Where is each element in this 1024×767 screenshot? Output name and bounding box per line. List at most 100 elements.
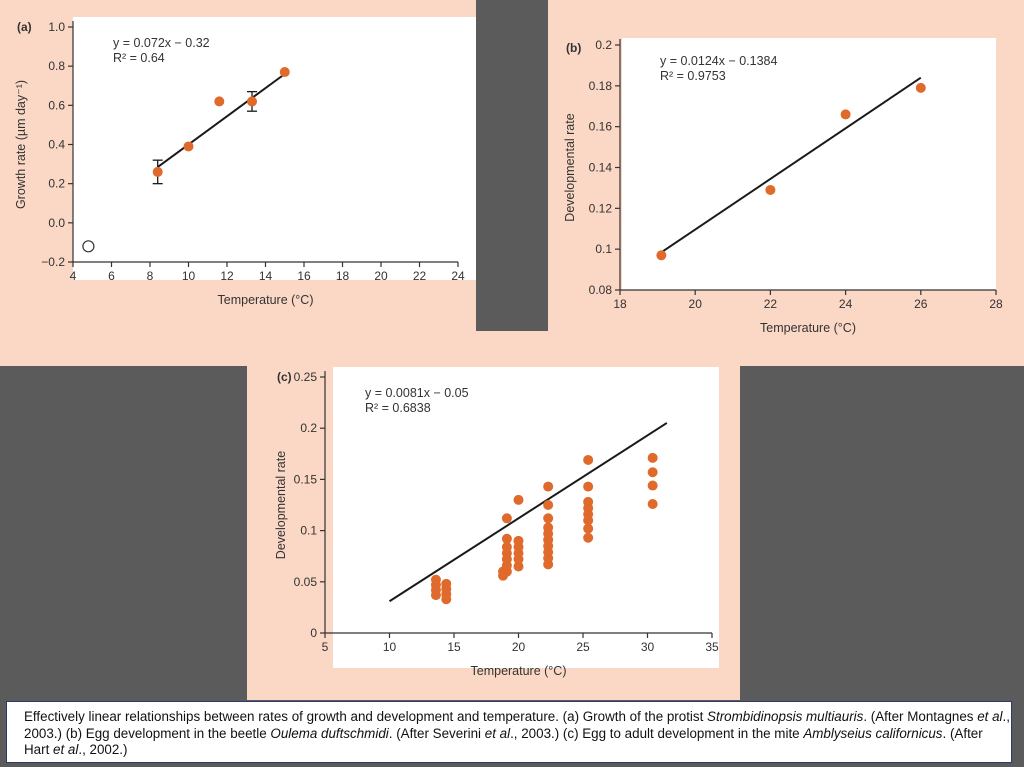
chart-c-data-point [543, 481, 554, 492]
chart-a-y-tick-label: 0.2 [48, 177, 65, 191]
chart-a-x-tick-label: 16 [297, 269, 311, 283]
chart-c-x-axis-title: Temperature (°C) [471, 664, 567, 678]
chart-a-x-tick-label: 14 [259, 269, 273, 283]
chart-c-y-tick-label: 0.25 [294, 370, 318, 384]
caption-segment: Amblyseius californicus [803, 725, 943, 741]
chart-c-y-tick-label: 0.15 [294, 472, 318, 486]
chart-c-plot-area [333, 367, 719, 668]
chart-a-panel-label: (a) [17, 20, 32, 34]
chart-c-data-point [647, 452, 658, 463]
chart-b-plot-area [622, 38, 996, 290]
chart-c-data-point [501, 513, 512, 524]
chart-a-data-point [247, 96, 258, 107]
chart-a-y-axis-title: Growth rate (µm day⁻¹) [14, 80, 28, 209]
chart-panel-c: 0 0.05 0.1 0.15 0.2 0.25 5 10 15 20 25 30 35 (c) Tempe… [247, 331, 740, 700]
chart-c-x-tick-label: 30 [641, 640, 655, 654]
chart-a-equation: y = 0.072x − 0.32 [113, 36, 210, 50]
chart-a-data-point [152, 166, 163, 177]
chart-a-svg: −0.2 0.0 0.2 0.4 0.6 0.8 1.0 4 6 8 10 12 14 16 18 20 22 2… [0, 0, 476, 366]
chart-a-x-tick-label: 4 [70, 269, 77, 283]
chart-panel-b: 0.08 0.1 0.12 0.14 0.16 0.18 0.2 18 20 22 24 26 28 (b… [548, 0, 1024, 366]
chart-c-data-point [647, 467, 658, 478]
chart-b-x-tick-label: 26 [914, 297, 928, 311]
chart-c-svg: 0 0.05 0.1 0.15 0.2 0.25 5 10 15 20 25 30 35 (c) Tempe… [247, 331, 740, 700]
chart-a-x-tick-label: 22 [413, 269, 427, 283]
chart-a-x-tick-label: 18 [336, 269, 350, 283]
chart-c-panel-label: (c) [277, 370, 292, 384]
chart-c-data-point [543, 559, 554, 570]
chart-b-x-tick-label: 28 [989, 297, 1003, 311]
caption-segment: et al [484, 725, 511, 741]
chart-b-y-tick-label: 0.08 [589, 283, 613, 297]
chart-a-plot-area [73, 17, 476, 280]
chart-a-y-tick-label: 0.4 [48, 138, 65, 152]
chart-b-y-tick-label: 0.1 [595, 242, 612, 256]
chart-b-x-tick-label: 18 [613, 297, 627, 311]
chart-a-y-tick-label: 0.0 [48, 216, 65, 230]
caption-segment: . (After Montagnes [863, 709, 978, 724]
chart-a-x-tick-label: 10 [182, 269, 196, 283]
chart-a-y-tick-label: 0.8 [48, 59, 65, 73]
chart-b-data-point [915, 82, 926, 93]
chart-c-data-point [513, 494, 524, 505]
chart-c-x-tick-label: 35 [705, 640, 719, 654]
chart-c-data-point [583, 515, 594, 526]
chart-a-y-tick-label: −0.2 [41, 255, 65, 269]
chart-c-data-point [647, 498, 658, 509]
chart-b-x-tick-label: 22 [764, 297, 778, 311]
chart-b-r-squared: R² = 0.9753 [660, 69, 726, 83]
chart-c-x-tick-label: 10 [383, 640, 397, 654]
caption-segment: . (After Hart [24, 725, 983, 758]
chart-c-data-point [513, 554, 524, 565]
chart-c-data-point [501, 566, 512, 577]
chart-a-x-tick-label: 12 [220, 269, 234, 283]
chart-c-data-point [513, 561, 524, 572]
chart-c-x-tick-label: 20 [512, 640, 526, 654]
chart-a-y-tick-label: 0.6 [48, 98, 65, 112]
chart-b-y-axis-title: Developmental rate [563, 113, 577, 221]
caption-segment: ., 2003.) (c) Egg to adult development i… [510, 725, 804, 741]
chart-b-y-tick-label: 0.16 [589, 120, 613, 134]
chart-c-fit-line [388, 422, 668, 603]
chart-c-x-tick-label: 15 [447, 640, 461, 654]
chart-a-x-tick-label: 6 [108, 269, 115, 283]
chart-c-data-point [430, 590, 441, 601]
chart-c-x-tick-label: 25 [576, 640, 590, 654]
chart-a-data-point [214, 96, 225, 107]
chart-b-data-point [840, 109, 851, 120]
chart-c-equation: y = 0.0081x − 0.05 [365, 386, 469, 400]
chart-a-open-data-point [82, 240, 95, 253]
chart-c-x-tick-label: 5 [322, 640, 329, 654]
caption-segment: ., 2002.) [78, 742, 128, 757]
chart-a-x-axis-title: Temperature (°C) [218, 293, 314, 307]
chart-a-data-point [279, 67, 290, 78]
chart-c-data-point [583, 532, 594, 543]
chart-c-data-point [583, 481, 594, 492]
chart-c-y-tick-label: 0.2 [300, 421, 317, 435]
chart-b-x-axis-title: Temperature (°C) [760, 321, 856, 335]
caption-segment: ., 2003.) (b) Egg development in the bee… [24, 709, 1010, 741]
chart-b-data-point [656, 250, 667, 261]
chart-a-x-tick-label: 20 [374, 269, 388, 283]
caption-segment: Oulema duftschmidi [270, 725, 389, 741]
chart-panel-a: −0.2 0.0 0.2 0.4 0.6 0.8 1.0 4 6 8 10 12 14 16 18 20 22 2… [0, 0, 476, 366]
chart-c-data-point [583, 454, 594, 465]
caption-segment: et al [977, 709, 1003, 724]
chart-c-y-tick-label: 0.05 [294, 575, 318, 589]
chart-b-y-tick-label: 0.14 [589, 161, 613, 175]
chart-c-y-tick-label: 0.1 [300, 524, 317, 538]
chart-c-data-point [543, 513, 554, 524]
chart-c-data-point [583, 523, 594, 534]
caption-segment: et al [53, 742, 79, 757]
chart-b-svg: 0.08 0.1 0.12 0.14 0.16 0.18 0.2 18 20 22 24 26 28 (b… [548, 0, 1024, 366]
caption-segment: Effectively linear relationships between… [24, 709, 708, 724]
chart-b-equation: y = 0.0124x − 0.1384 [660, 54, 778, 68]
chart-b-data-point [765, 184, 776, 195]
chart-a-r-squared: R² = 0.64 [113, 51, 165, 65]
chart-c-r-squared: R² = 0.6838 [365, 401, 431, 415]
chart-b-y-tick-label: 0.12 [589, 201, 613, 215]
chart-c-data-point [501, 533, 512, 544]
figure-caption: Effectively linear relationships between… [6, 701, 1012, 763]
chart-a-data-point [183, 141, 194, 152]
chart-b-fit-line [660, 76, 922, 254]
